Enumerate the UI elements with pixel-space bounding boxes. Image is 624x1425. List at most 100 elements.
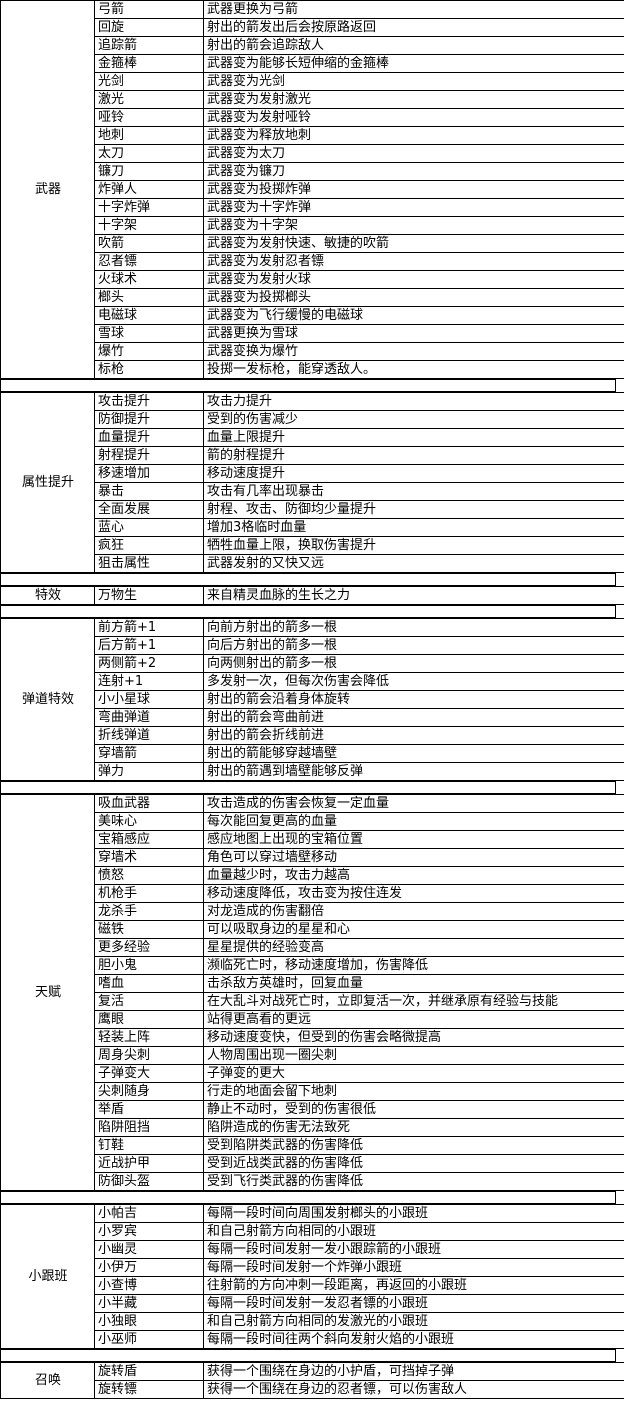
skill-name: 陷阱阻挡 <box>94 1118 204 1137</box>
category-label: 特效 <box>0 586 95 605</box>
skill-description: 受到飞行类武器的伤害降低 <box>203 1172 624 1191</box>
skill-name: 愤怒 <box>94 866 204 885</box>
section-spacer-row <box>0 379 616 392</box>
skill-description: 武器变为能够长短伸缩的金箍棒 <box>203 54 624 73</box>
skill-name: 激光 <box>94 90 204 109</box>
table-row: 弯曲弹道 射出的箭会弯曲前进 <box>1 708 624 727</box>
skill-description: 武器变为投掷榔头 <box>203 288 624 307</box>
table-row: 小巫师 每隔一段时间往两个斜向发射火焰的小跟班 <box>1 1330 624 1349</box>
skill-description: 星星提供的经验变高 <box>203 938 624 957</box>
skill-name: 小伊万 <box>94 1258 204 1277</box>
skill-name: 防御头盔 <box>94 1172 204 1191</box>
table-row: 榔头 武器变为投掷榔头 <box>1 288 624 307</box>
table-row: 钉鞋 受到陷阱类武器的伤害降低 <box>1 1136 624 1155</box>
skill-name: 连射+1 <box>94 672 204 691</box>
skill-description: 武器更换为雪球 <box>203 324 624 343</box>
skill-name: 两侧箭+2 <box>94 654 204 673</box>
skill-section-武器: 武器 弓箭 武器更换为弓箭 回旋 射出的箭发出后会按原路返回 追踪箭 射出的箭会追踪敌人 金箍… <box>0 0 624 379</box>
skill-name: 标枪 <box>94 360 204 379</box>
skill-name: 全面发展 <box>94 500 204 519</box>
skill-description: 射出的箭会沿着身体旋转 <box>203 690 624 709</box>
table-row: 防御提升 受到的伤害减少 <box>1 410 624 429</box>
skill-section-天赋: 天赋 吸血武器 攻击造成的伤害会恢复一定血量 美味心 每次能回复更高的血量 宝箱感应 感应地… <box>0 794 624 1191</box>
skill-name: 美味心 <box>94 812 204 831</box>
table-row: 小半藏 每隔一段时间发射一发忍者镖的小跟班 <box>1 1294 624 1313</box>
skill-description: 感应地图上出现的宝箱位置 <box>203 830 624 849</box>
skill-name: 吸血武器 <box>94 794 204 813</box>
skill-description: 移动速度提升 <box>203 464 624 483</box>
table-row: 机枪手 移动速度降低，攻击变为按住连发 <box>1 884 624 903</box>
table-row: 金箍棒 武器变为能够长短伸缩的金箍棒 <box>1 54 624 73</box>
table-row: 子弹变大 子弹变的更大 <box>1 1064 624 1083</box>
table-row: 小小星球 射出的箭会沿着身体旋转 <box>1 690 624 709</box>
section-spacer-row <box>0 1349 616 1362</box>
table-row: 小幽灵 每隔一段时间发射一发小跟踪箭的小跟班 <box>1 1240 624 1259</box>
skill-description: 射出的箭发出后会按原路返回 <box>203 18 624 37</box>
table-row: 小伊万 每隔一段时间发射一个炸弹小跟班 <box>1 1258 624 1277</box>
skill-section-召唤: 召唤 旋转盾 获得一个围绕在身边的小护盾，可挡掉子弹 旋转镖 获得一个围绕在身边的忍者镖… <box>0 1362 624 1399</box>
skill-name: 忍者镖 <box>94 252 204 271</box>
skill-name: 爆竹 <box>94 342 204 361</box>
skill-name: 地刺 <box>94 126 204 145</box>
skill-description: 每次能回复更高的血量 <box>203 812 624 831</box>
table-row: 更多经验 星星提供的经验变高 <box>1 938 624 957</box>
skill-name: 电磁球 <box>94 306 204 325</box>
skill-name: 血量提升 <box>94 428 204 447</box>
table-row: 忍者镖 武器变为发射忍者镖 <box>1 252 624 271</box>
skill-description: 静止不动时，受到的伤害很低 <box>203 1100 624 1119</box>
table-row: 宝箱感应 感应地图上出现的宝箱位置 <box>1 830 624 849</box>
skill-description: 往射箭的方向冲刺一段距离，再返回的小跟班 <box>203 1276 624 1295</box>
skill-description: 武器变换为爆竹 <box>203 342 624 361</box>
table-row: 小跟班 小帕吉 每隔一段时间向周围发射榔头的小跟班 <box>0 1204 624 1349</box>
skill-name: 攻击提升 <box>94 392 204 411</box>
skill-description: 行走的地面会留下地刺 <box>203 1082 624 1101</box>
table-row: 愤怒 血量越少时，攻击力越高 <box>1 866 624 885</box>
skill-description: 武器变为飞行缓慢的电磁球 <box>203 306 624 325</box>
section-spacer <box>0 605 624 618</box>
table-row: 小查博 往射箭的方向冲刺一段距离，再返回的小跟班 <box>1 1276 624 1295</box>
skill-description: 射出的箭能够穿越墙壁 <box>203 744 624 763</box>
skill-name: 光剑 <box>94 72 204 91</box>
skill-name: 追踪箭 <box>94 36 204 55</box>
skill-name: 旋转镖 <box>94 1380 204 1399</box>
section-spacer <box>0 1191 624 1204</box>
table-row: 胆小鬼 濒临死亡时，移动速度增加，伤害降低 <box>1 956 624 975</box>
skill-description: 武器变为发射火球 <box>203 270 624 289</box>
table-row: 两侧箭+2 向两侧射出的箭多一根 <box>1 654 624 673</box>
skill-name: 更多经验 <box>94 938 204 957</box>
table-row: 折线弹道 射出的箭会折线前进 <box>1 726 624 745</box>
table-row: 陷阱阻挡 陷阱造成的伤害无法致死 <box>1 1118 624 1137</box>
skill-description: 增加3格临时血量 <box>203 518 624 537</box>
table-row: 防御头盔 受到飞行类武器的伤害降低 <box>1 1172 624 1191</box>
skill-name: 小巫师 <box>94 1330 204 1349</box>
table-row: 哑铃 武器变为发射哑铃 <box>1 108 624 127</box>
table-row: 周身尖刺 人物周围出现一圈尖刺 <box>1 1046 624 1065</box>
table-row: 十字炸弹 武器变为十字炸弹 <box>1 198 624 217</box>
skill-description: 每隔一段时间发射一发小跟踪箭的小跟班 <box>203 1240 624 1259</box>
table-row: 龙杀手 对龙造成的伤害翻倍 <box>1 902 624 921</box>
table-row: 小独眼 和自己射箭方向相同的发激光的小跟班 <box>1 1312 624 1331</box>
table-row: 追踪箭 射出的箭会追踪敌人 <box>1 36 624 55</box>
skill-name: 折线弹道 <box>94 726 204 745</box>
table-row: 穿墙术 角色可以穿过墙壁移动 <box>1 848 624 867</box>
skill-description: 武器变为太刀 <box>203 144 624 163</box>
skill-section-小跟班: 小跟班 小帕吉 每隔一段时间向周围发射榔头的小跟班 小罗宾 和自己射箭方向相同的小跟班小… <box>0 1204 624 1349</box>
skill-name: 鹰眼 <box>94 1010 204 1029</box>
skill-name: 太刀 <box>94 144 204 163</box>
skill-description: 和自己射箭方向相同的小跟班 <box>203 1222 624 1241</box>
skill-description: 投掷一发标枪，能穿透敌人。 <box>203 360 624 379</box>
skill-name: 复活 <box>94 992 204 1011</box>
skill-name: 狙击属性 <box>94 554 204 573</box>
table-row: 激光 武器变为发射激光 <box>1 90 624 109</box>
skill-description: 武器变为发射快速、敏捷的吹箭 <box>203 234 624 253</box>
skill-name: 小帕吉 <box>94 1204 204 1223</box>
skill-description: 牺牲血量上限，换取伤害提升 <box>203 536 624 555</box>
skill-name: 移速增加 <box>94 464 204 483</box>
skill-description: 箭的射程提升 <box>203 446 624 465</box>
skill-name: 十字架 <box>94 216 204 235</box>
skill-name: 防御提升 <box>94 410 204 429</box>
skill-description: 多发射一次，但每次伤害会降低 <box>203 672 624 691</box>
skill-description: 击杀敌方英雄时，回复血量 <box>203 974 624 993</box>
category-label: 小跟班 <box>0 1204 95 1349</box>
skill-name: 小半藏 <box>94 1294 204 1313</box>
